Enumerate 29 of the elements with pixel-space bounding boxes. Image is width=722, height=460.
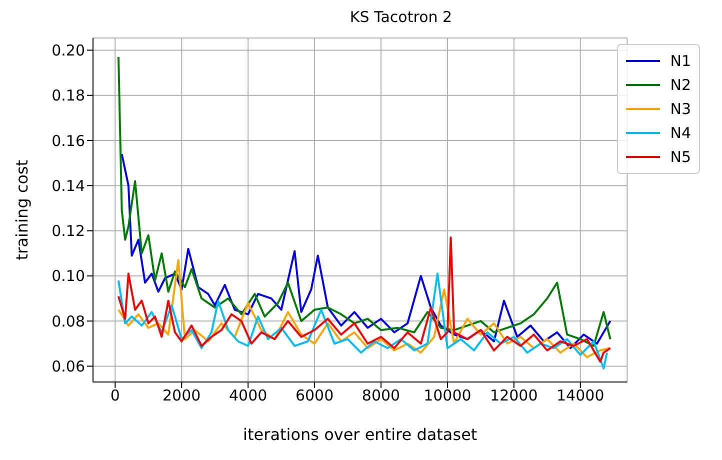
chart-title: KS Tacotron 2 (348, 8, 454, 28)
line-series (117, 259, 612, 358)
x-tick-label: 0 (110, 386, 120, 405)
y-tick-label: 0.10 (52, 267, 85, 286)
x-tick-label: 4000 (228, 386, 268, 405)
legend-label: N5 (670, 148, 691, 166)
x-tick-label: 10000 (424, 386, 472, 405)
x-tick-label: 2000 (162, 386, 201, 405)
x-tick-label: 8000 (362, 386, 400, 405)
line-series (120, 153, 612, 350)
y-tick-label: 0.20 (52, 42, 85, 60)
x-axis-title: iterations over entire dataset (243, 425, 478, 444)
x-tick-label: 12000 (490, 386, 538, 405)
legend-label: N2 (670, 76, 691, 94)
y-tick-label: 0.12 (52, 222, 85, 240)
legend-label: N1 (670, 52, 691, 70)
line-series (117, 272, 608, 370)
y-tick-label: 0.14 (52, 176, 85, 195)
x-tick-label: 14000 (556, 386, 604, 405)
x-tick-label: 6000 (295, 386, 334, 405)
y-tick-label: 0.18 (52, 86, 85, 105)
y-tick-label: 0.06 (52, 358, 85, 376)
legend-label: N4 (670, 124, 691, 142)
y-axis-title: training cost (12, 160, 32, 260)
legend-label: N3 (670, 100, 691, 118)
y-tick-label: 0.08 (52, 312, 85, 330)
line-series (117, 236, 612, 363)
y-tick-label: 0.16 (52, 132, 85, 150)
line-series (117, 56, 612, 347)
